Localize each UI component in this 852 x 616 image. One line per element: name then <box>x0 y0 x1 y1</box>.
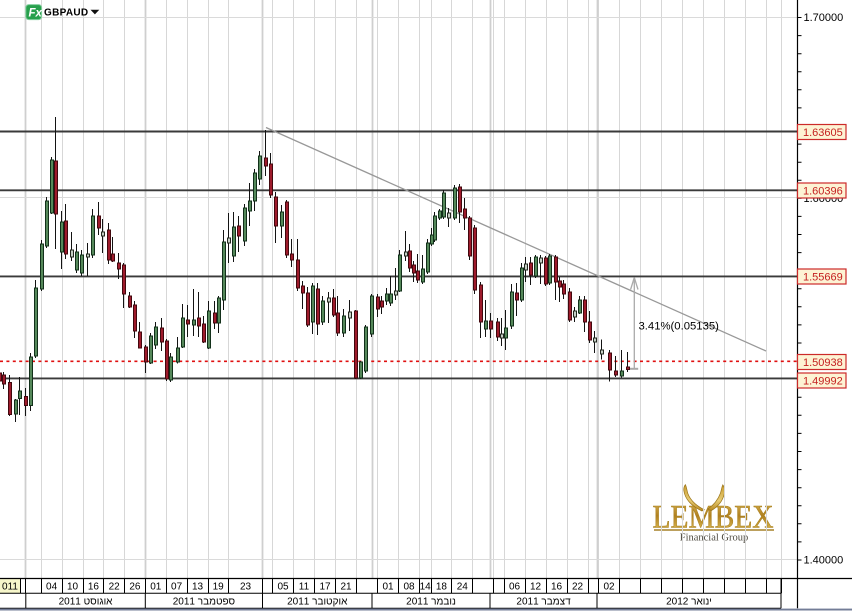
svg-text:16: 16 <box>88 581 100 592</box>
svg-text:12: 12 <box>530 581 542 592</box>
svg-text:06: 06 <box>509 581 521 592</box>
svg-text:11: 11 <box>299 581 310 592</box>
svg-text:1.70000: 1.70000 <box>804 12 844 24</box>
svg-text:05: 05 <box>277 581 289 592</box>
svg-text:1.55669: 1.55669 <box>803 272 843 284</box>
svg-text:02: 02 <box>603 581 615 592</box>
svg-text:Fx: Fx <box>29 7 43 19</box>
svg-text:01: 01 <box>150 581 162 592</box>
svg-text:011: 011 <box>2 581 18 592</box>
svg-text:24: 24 <box>457 581 469 592</box>
svg-text:GBPAUD: GBPAUD <box>44 7 88 18</box>
svg-text:Financial Group: Financial Group <box>680 533 749 544</box>
svg-text:2011 נובמר: 2011 נובמר <box>406 596 456 607</box>
svg-text:14: 14 <box>420 581 432 592</box>
svg-text:22: 22 <box>109 581 121 592</box>
svg-text:22: 22 <box>572 581 584 592</box>
svg-text:1.63605: 1.63605 <box>803 127 843 139</box>
svg-text:2011 דצמבר: 2011 דצמבר <box>516 596 571 607</box>
svg-text:2011 אוקטובר: 2011 אוקטובר <box>287 596 348 607</box>
svg-text:2011 ספטמבר: 2011 ספטמבר <box>173 596 236 607</box>
svg-text:1.49992: 1.49992 <box>803 376 843 388</box>
svg-text:1.40000: 1.40000 <box>804 555 844 567</box>
svg-text:2011 אוגוסט: 2011 אוגוסט <box>59 596 114 607</box>
svg-text:23: 23 <box>240 581 252 592</box>
svg-text:18: 18 <box>436 581 448 592</box>
svg-text:19: 19 <box>213 581 225 592</box>
svg-text:3.41%(0.05135): 3.41%(0.05135) <box>639 321 720 333</box>
svg-text:21: 21 <box>340 581 352 592</box>
svg-text:08: 08 <box>403 581 415 592</box>
svg-text:1.60396: 1.60396 <box>803 186 843 198</box>
svg-text:13: 13 <box>192 581 204 592</box>
svg-text:04: 04 <box>46 581 58 592</box>
svg-text:1.50938: 1.50938 <box>803 357 843 369</box>
svg-text:26: 26 <box>129 581 141 592</box>
svg-text:2012 ינואר: 2012 ינואר <box>666 596 712 607</box>
svg-text:17: 17 <box>319 581 331 592</box>
svg-text:01: 01 <box>382 581 394 592</box>
svg-text:07: 07 <box>171 581 183 592</box>
svg-text:16: 16 <box>551 581 563 592</box>
svg-text:10: 10 <box>67 581 79 592</box>
